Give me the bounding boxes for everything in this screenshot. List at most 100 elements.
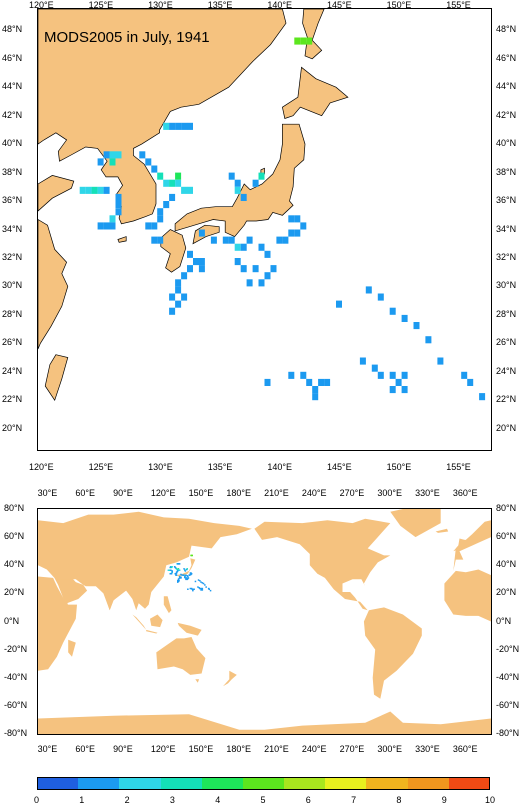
landmass-sumatra — [132, 614, 147, 630]
observation-cell — [115, 208, 122, 216]
observation-cell — [288, 371, 295, 379]
observation-cell — [115, 151, 122, 159]
colorbar-swatch — [37, 778, 79, 790]
landmass-java — [146, 629, 158, 634]
lat-tick-label: 34°N — [496, 223, 517, 234]
lat-tick-label: 80°N — [496, 503, 517, 513]
observation-cell — [185, 574, 187, 576]
observation-cell — [395, 378, 402, 386]
landmass-europe-west — [453, 520, 491, 571]
lon-tick-label: 60°E — [75, 744, 95, 754]
lat-tick-label: -40°N — [4, 671, 28, 682]
observation-cell — [204, 584, 206, 586]
lon-tick-label: 135°E — [207, 0, 233, 10]
observation-cell — [151, 165, 158, 173]
observation-cell — [145, 222, 152, 230]
lon-tick-label: 270°E — [339, 744, 365, 754]
landmass-arabia — [56, 579, 88, 604]
observation-cell — [177, 581, 179, 583]
observation-cell — [181, 272, 188, 280]
lon-tick-label: 210°E — [264, 744, 289, 754]
observation-cell — [157, 236, 164, 244]
observation-cell — [186, 568, 188, 570]
lat-tick-label: -60°N — [4, 699, 28, 710]
observation-cell — [389, 307, 396, 315]
observation-cell — [163, 122, 170, 130]
lat-tick-label: 32°N — [496, 251, 517, 262]
observation-cell — [208, 588, 210, 590]
lon-tick-label: 210°E — [264, 488, 289, 498]
observation-cell — [264, 378, 271, 386]
regional-map: MODS2005 in July, 1941 — [37, 8, 492, 451]
lon-tick-label: 330°E — [415, 744, 440, 754]
landmass-philippines — [163, 596, 172, 614]
observation-cells — [167, 554, 212, 592]
colorbar-swatch — [325, 778, 367, 790]
lat-tick-label: 60°N — [496, 531, 517, 542]
lon-tick-label: 145°E — [326, 0, 352, 10]
observation-cell — [201, 587, 204, 590]
observation-cell — [169, 566, 171, 569]
landmass-new-guinea — [177, 622, 202, 636]
observation-cell — [169, 179, 176, 187]
lon-tick-label: 240°E — [301, 488, 327, 498]
lon-tick-label: 120°E — [150, 744, 176, 754]
landmass-eurasia — [38, 511, 252, 611]
observation-cell — [413, 322, 420, 330]
observation-cell — [97, 158, 104, 166]
lat-tick-label: 48°N — [2, 24, 23, 35]
observation-cell — [103, 222, 110, 230]
observation-cell — [234, 243, 241, 251]
observation-cell — [198, 587, 200, 589]
observation-cell — [240, 265, 247, 273]
lat-tick-label: 20°N — [2, 422, 23, 433]
observation-cell — [401, 386, 408, 394]
colorbar-label: 3 — [169, 795, 175, 805]
observation-cell — [170, 566, 173, 569]
colorbar-label: 1 — [79, 795, 85, 805]
lat-tick-label: 24°N — [2, 365, 23, 376]
observation-cell — [163, 179, 170, 187]
lat-tick-label: 0°N — [4, 615, 20, 626]
colorbar-label: 4 — [215, 795, 221, 805]
landmass-madagascar — [68, 639, 76, 657]
lat-tick-label: -40°N — [496, 671, 520, 682]
observation-cell — [178, 569, 181, 571]
lat-tick-label: 80°N — [4, 503, 25, 513]
observation-cell — [187, 122, 193, 130]
observation-cell — [175, 300, 182, 308]
lon-tick-label: 300°E — [377, 744, 402, 754]
landmass-africa-west — [444, 569, 491, 622]
observation-cell — [187, 250, 193, 258]
observation-cell — [240, 243, 247, 251]
lon-tick-label: 125°E — [88, 462, 114, 472]
observation-cell — [194, 580, 197, 583]
lat-tick-label: 40°N — [496, 559, 517, 570]
observation-cell — [199, 587, 201, 590]
lon-tick-label: 300°E — [377, 488, 402, 498]
lat-tick-label: -20°N — [4, 643, 28, 654]
observation-cell — [193, 588, 195, 590]
observation-cell — [163, 201, 170, 209]
observation-cell — [288, 215, 295, 223]
observation-cell — [175, 279, 182, 287]
lon-tick-label: 145°E — [326, 462, 352, 472]
lon-tick-label: 150°E — [386, 0, 412, 10]
observation-cell — [377, 293, 384, 301]
landmass-japan — [176, 558, 196, 577]
lat-tick-label: -20°N — [496, 643, 520, 654]
lat-tick-label: -80°N — [4, 728, 28, 738]
observation-cell — [175, 179, 182, 187]
observation-cell — [437, 357, 444, 365]
lon-tick-label: 155°E — [446, 462, 471, 472]
observation-cell — [97, 186, 104, 194]
observation-cell — [359, 357, 366, 365]
observation-cell — [191, 554, 193, 557]
lat-tick-label: -80°N — [496, 728, 520, 738]
lon-tick-label: 60°E — [75, 488, 95, 498]
lon-tick-label: 120°E — [28, 462, 54, 472]
global-map-canvas — [38, 509, 491, 734]
colorbar-swatch — [242, 778, 285, 790]
lat-tick-label: 30°N — [2, 280, 23, 291]
observation-cell — [234, 186, 241, 194]
